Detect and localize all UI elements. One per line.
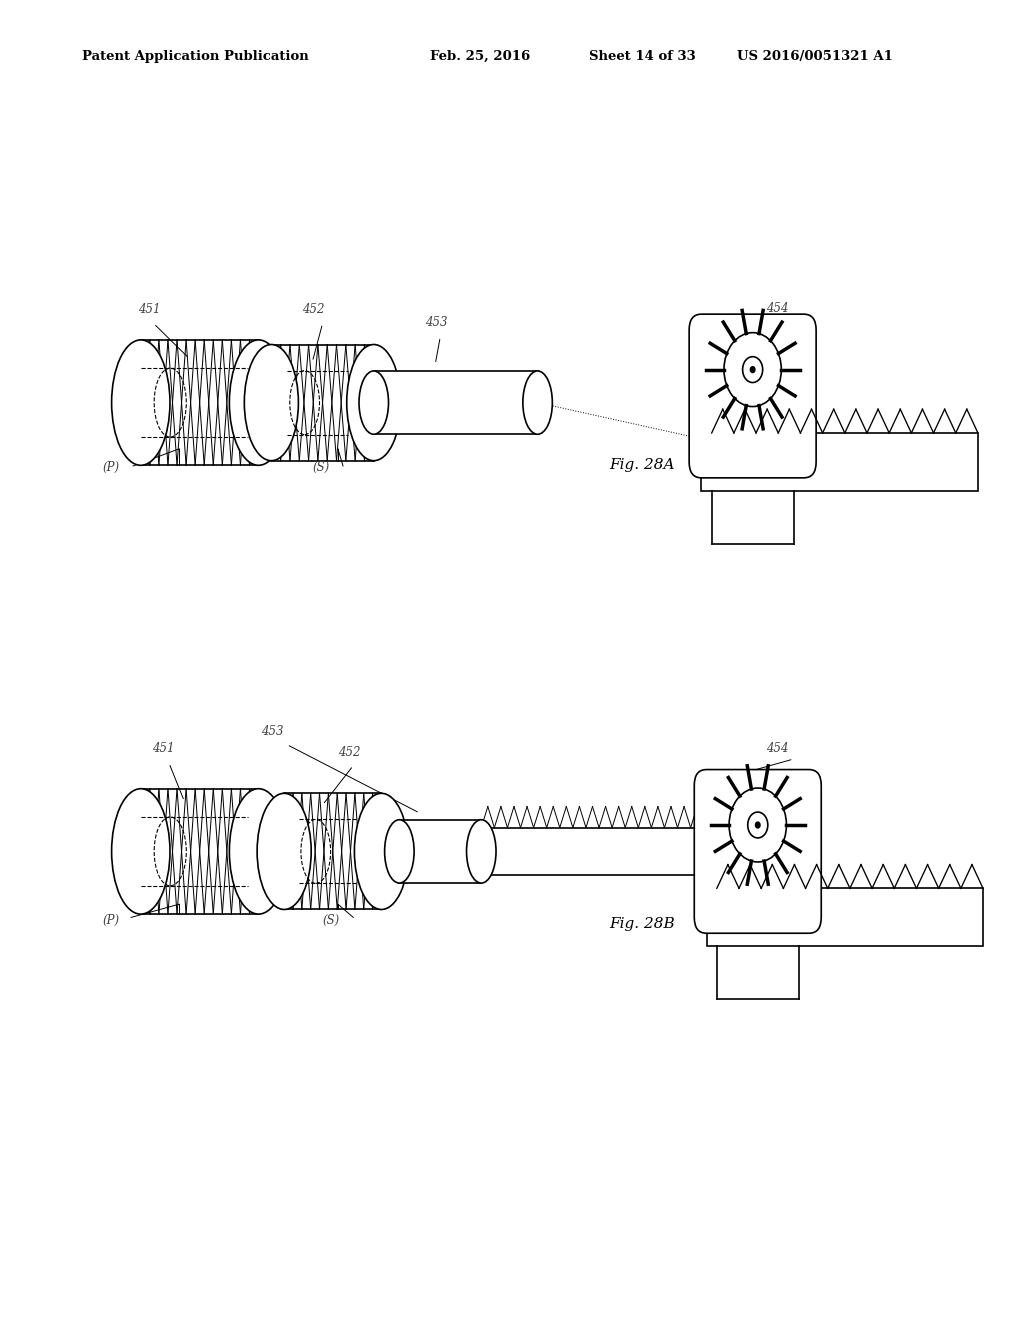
Ellipse shape — [347, 345, 400, 461]
Polygon shape — [701, 433, 978, 491]
Polygon shape — [707, 888, 983, 946]
Text: Sheet 14 of 33: Sheet 14 of 33 — [589, 50, 695, 63]
Polygon shape — [399, 820, 481, 883]
FancyBboxPatch shape — [285, 793, 382, 909]
Circle shape — [751, 367, 755, 372]
Text: 452: 452 — [302, 302, 325, 315]
FancyBboxPatch shape — [694, 770, 821, 933]
Ellipse shape — [257, 793, 311, 909]
Text: 452: 452 — [338, 746, 360, 759]
Text: 451: 451 — [152, 742, 174, 755]
Text: (P): (P) — [102, 913, 120, 927]
Polygon shape — [481, 828, 763, 875]
Circle shape — [756, 822, 760, 828]
Ellipse shape — [112, 339, 170, 466]
FancyBboxPatch shape — [141, 341, 258, 466]
Text: Fig. 28B: Fig. 28B — [609, 917, 675, 931]
Text: 453: 453 — [261, 725, 284, 738]
Text: 453: 453 — [425, 315, 447, 329]
Ellipse shape — [467, 820, 496, 883]
Text: (S): (S) — [323, 913, 340, 927]
Text: US 2016/0051321 A1: US 2016/0051321 A1 — [737, 50, 893, 63]
FancyBboxPatch shape — [271, 345, 374, 461]
Text: 454: 454 — [766, 301, 788, 314]
Ellipse shape — [359, 371, 388, 434]
FancyBboxPatch shape — [141, 789, 258, 913]
Ellipse shape — [245, 345, 298, 461]
Ellipse shape — [523, 371, 552, 434]
Text: 454: 454 — [766, 742, 788, 755]
Text: (S): (S) — [312, 461, 330, 474]
Ellipse shape — [354, 793, 409, 909]
Ellipse shape — [229, 339, 288, 466]
Ellipse shape — [112, 789, 170, 913]
Text: Feb. 25, 2016: Feb. 25, 2016 — [430, 50, 530, 63]
Text: 451: 451 — [138, 302, 161, 315]
Text: (P): (P) — [102, 461, 120, 474]
Ellipse shape — [229, 789, 288, 913]
Text: Fig. 28A: Fig. 28A — [609, 458, 675, 471]
Ellipse shape — [385, 820, 414, 883]
Polygon shape — [374, 371, 538, 434]
Text: Patent Application Publication: Patent Application Publication — [82, 50, 308, 63]
FancyBboxPatch shape — [689, 314, 816, 478]
